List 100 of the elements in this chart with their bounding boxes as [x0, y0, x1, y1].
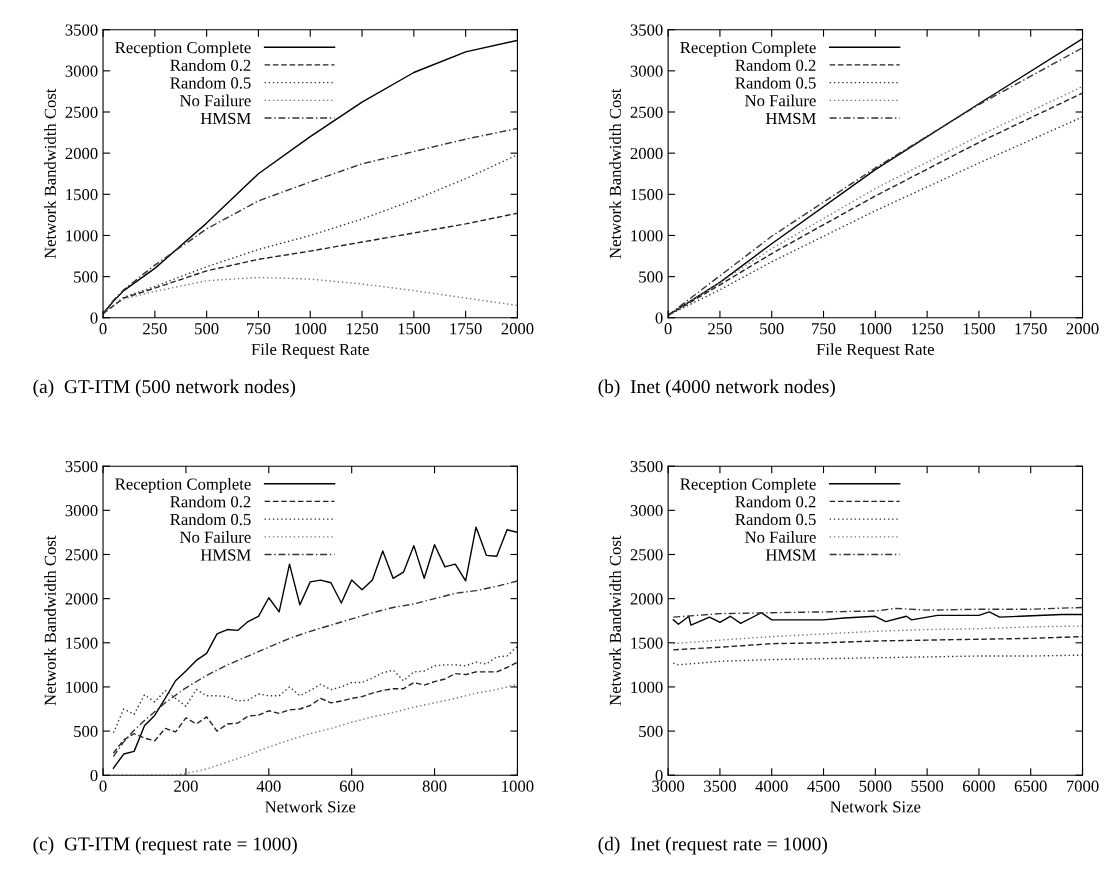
legend-label: Reception Complete [115, 477, 251, 494]
x-tick-label: 750 [247, 323, 271, 335]
y-tick-label: 3000 [630, 505, 663, 517]
y-tick-label: 500 [74, 271, 98, 283]
line-series [672, 654, 1083, 666]
y-axis-title: Network Bandwidth Cost [609, 88, 621, 259]
legend-label: HMSM [765, 112, 816, 125]
y-tick-label: 1000 [66, 230, 98, 242]
x-tick-label: 1250 [346, 323, 379, 335]
x-tick-label: 500 [195, 323, 219, 335]
x-tick-label: 0 [99, 323, 107, 335]
x-axis-title: Network Size [265, 800, 356, 813]
y-tick-label: 500 [74, 725, 98, 738]
legend-label: Reception Complete [680, 477, 816, 494]
y-tick-label: 1500 [66, 189, 98, 201]
x-axis-title: File Request Rate [251, 343, 369, 359]
y-tick-label: 3500 [65, 24, 98, 36]
x-tick-label: 200 [174, 780, 198, 792]
y-tick-label: 0 [90, 769, 98, 782]
x-tick-label: 600 [339, 780, 364, 792]
y-tick-label: 0 [655, 769, 663, 782]
legend-label: No Failure [179, 94, 251, 107]
y-tick-label: 1000 [631, 230, 663, 242]
x-tick-label: 400 [256, 780, 281, 792]
x-tick-label: 250 [143, 323, 167, 335]
x-tick-label: 800 [422, 780, 447, 792]
legend-label: Random 0.5 [735, 76, 816, 89]
text: (c) GT-ITM (request rate = 1000) [33, 836, 297, 855]
text: (d) Inet (request rate = 1000) [598, 836, 827, 855]
legend-label: HMSM [200, 112, 251, 125]
legend-label: Random 0.2 [735, 59, 816, 71]
x-tick-label: 1750 [1015, 323, 1047, 335]
y-tick-label: 1000 [66, 681, 98, 693]
y-tick-label: 1000 [631, 681, 663, 693]
legend-label: Random 0.5 [170, 513, 251, 526]
x-tick-label: 7000 [1066, 780, 1099, 792]
text: (a) GT-ITM (500 network nodes) [33, 379, 296, 398]
legend-label: Random 0.2 [170, 59, 251, 71]
y-tick-label: 1500 [66, 637, 98, 649]
x-tick-label: 500 [760, 323, 784, 335]
legend-label: HMSM [765, 549, 816, 561]
x-tick-label: 2000 [501, 323, 534, 335]
text: (b) Inet (4000 network nodes) [598, 379, 835, 398]
line-series [672, 606, 1083, 618]
y-tick-label: 500 [639, 271, 663, 283]
x-tick-label: 1500 [963, 323, 995, 335]
y-tick-label: 3500 [630, 24, 663, 36]
x-tick-label: 1500 [398, 323, 430, 335]
legend-label: Reception Complete [115, 41, 251, 57]
line-series [112, 580, 518, 758]
y-tick-label: 3000 [630, 65, 663, 77]
y-tick-label: 0 [90, 312, 98, 324]
legend-label: Random 0.2 [170, 495, 251, 508]
y-tick-label: 0 [655, 312, 663, 324]
y-tick-label: 2500 [630, 106, 663, 118]
line-series [672, 625, 1083, 645]
x-tick-label: 750 [812, 323, 836, 335]
x-tick-label: 1000 [860, 323, 892, 335]
x-tick-label: 250 [708, 323, 732, 335]
y-tick-label: 3500 [630, 460, 663, 473]
legend-label: Random 0.2 [735, 495, 816, 508]
legend-label: No Failure [745, 94, 816, 107]
x-tick-label: 4500 [807, 780, 840, 792]
legend-label: No Failure [745, 531, 816, 543]
legend-label: Reception Complete [680, 41, 816, 57]
x-tick-label: 6000 [962, 780, 995, 792]
y-tick-label: 3500 [65, 460, 98, 473]
x-tick-label: 3500 [704, 780, 736, 792]
x-tick-label: 1000 [502, 780, 534, 792]
x-tick-label: 1750 [450, 323, 482, 335]
legend-label: Random 0.5 [735, 513, 816, 526]
x-axis-title: Network Size [830, 800, 921, 813]
y-axis-title: Network Bandwidth Cost [44, 535, 56, 706]
y-tick-label: 2000 [65, 593, 98, 605]
y-tick-label: 3000 [65, 505, 98, 517]
y-tick-label: 1500 [631, 189, 663, 201]
y-tick-label: 2000 [630, 593, 663, 605]
y-tick-label: 500 [639, 725, 663, 738]
line-series [103, 212, 518, 315]
y-tick-label: 3000 [65, 65, 98, 77]
y-tick-label: 2500 [65, 549, 98, 561]
y-tick-label: 2500 [630, 549, 663, 561]
line-series [672, 635, 1083, 651]
y-axis-title: Network Bandwidth Cost [44, 88, 56, 259]
x-tick-label: 6500 [1014, 780, 1047, 792]
x-tick-label: 1250 [911, 323, 944, 335]
line-series [112, 661, 518, 754]
y-axis-title: Network Bandwidth Cost [609, 535, 621, 706]
legend-label: Random 0.5 [170, 76, 251, 89]
legend-label: No Failure [179, 531, 251, 543]
x-tick-label: 5000 [859, 780, 892, 792]
x-tick-label: 0 [664, 323, 672, 335]
x-tick-label: 5500 [911, 780, 944, 792]
y-tick-label: 2000 [630, 147, 663, 160]
y-tick-label: 1500 [631, 637, 663, 649]
y-tick-label: 2000 [65, 147, 98, 160]
x-tick-label: 1000 [295, 323, 327, 335]
x-tick-label: 0 [99, 780, 107, 792]
y-tick-label: 2500 [65, 106, 98, 118]
x-tick-label: 4000 [755, 780, 788, 792]
